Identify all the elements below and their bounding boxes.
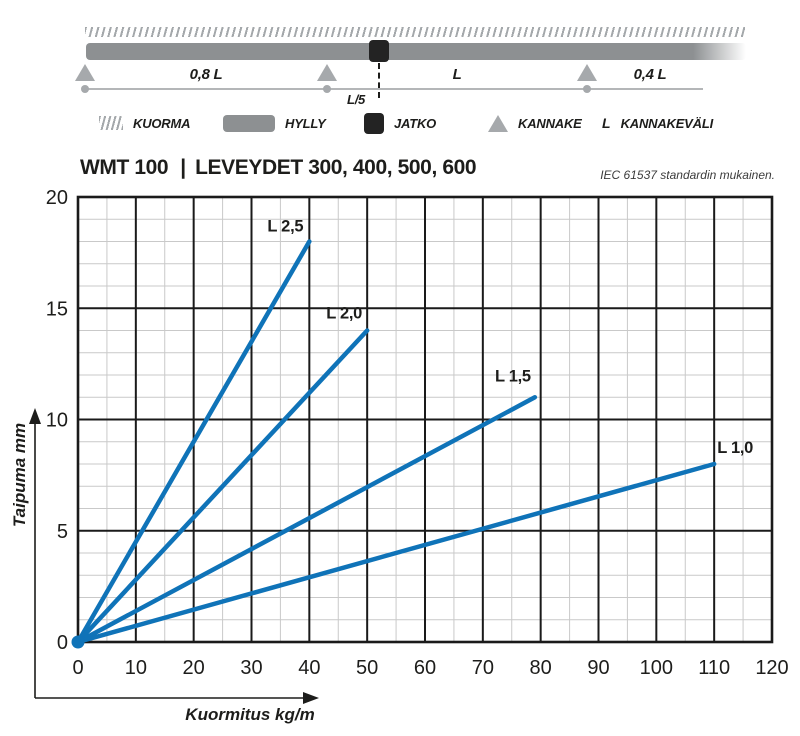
origin-dot xyxy=(71,635,85,649)
y-tick-label: 0 xyxy=(57,632,68,654)
axis-arrows xyxy=(34,421,306,699)
legend-label: KUORMA xyxy=(133,115,191,131)
x-tick-label: 20 xyxy=(183,657,205,679)
joint-dashed-line xyxy=(378,63,380,98)
series-line xyxy=(75,239,312,645)
joint-square-icon xyxy=(369,40,389,62)
load-hatch-icon xyxy=(99,116,123,130)
joint-square-icon xyxy=(364,112,384,134)
y-tick-labels: 0 5 10 15 20 xyxy=(46,187,68,654)
deflection-chart: L 2,5 L 2,0 L 1,5 L 1,0 0 10 20 30 40 50 60 70 80 90… xyxy=(0,187,800,736)
x-axis-arrowhead-icon xyxy=(303,692,319,704)
series-label: L 1,5 xyxy=(495,367,531,385)
series-label: L 2,5 xyxy=(267,218,303,236)
x-tick-label: 80 xyxy=(530,657,552,679)
x-tick-label: 50 xyxy=(356,657,378,679)
x-tick-label: 30 xyxy=(240,657,262,679)
support-triangle-icon xyxy=(577,64,597,81)
load-hatch-icon xyxy=(85,27,745,37)
span-label-left: 0,8 L xyxy=(189,66,223,83)
product-title: WMT 100 xyxy=(80,156,169,179)
dimension-dot-icon xyxy=(583,85,591,93)
x-tick-label: 90 xyxy=(587,657,609,679)
x-tick-label: 110 xyxy=(698,657,730,679)
series-line xyxy=(75,328,370,645)
legend-item-kannake: KANNAKE xyxy=(488,108,582,138)
legend: KUORMA HYLLY JATKO KANNAKE L KANNAKEVÄLI xyxy=(0,108,800,140)
span-label-right: 0,4 L xyxy=(633,66,667,83)
y-axis-title: Taipuma mm xyxy=(10,423,29,527)
x-tick-labels: 0 10 20 30 40 50 60 70 80 90 100 110 120 xyxy=(72,657,788,679)
y-tick-label: 15 xyxy=(46,298,68,320)
shelf-bar xyxy=(86,43,746,60)
legend-item-kannakevali: L KANNAKEVÄLI xyxy=(602,108,713,138)
x-axis-title: Kuormitus kg/m xyxy=(185,705,314,724)
legend-label: HYLLY xyxy=(285,115,326,131)
x-tick-label: 120 xyxy=(755,657,788,679)
support-triangle-icon xyxy=(75,64,95,81)
standard-note: IEC 61537 standardin mukainen. xyxy=(600,168,775,182)
support-triangle-icon xyxy=(317,64,337,81)
title-bar: WMT 100 | LEVEYDET 300, 400, 500, 600 IE… xyxy=(80,156,775,184)
x-tick-label: 10 xyxy=(125,657,147,679)
x-tick-label: 0 xyxy=(72,657,83,679)
x-tick-label: 40 xyxy=(298,657,320,679)
support-triangle-icon xyxy=(488,114,508,132)
plot-border xyxy=(76,195,774,644)
legend-label: KANNAKE xyxy=(518,115,582,131)
y-tick-label: 20 xyxy=(46,190,68,209)
y-tick-label: 10 xyxy=(46,410,68,432)
series-label: L 2,0 xyxy=(326,305,362,323)
shelf-bar-icon xyxy=(223,114,275,132)
title-separator: | xyxy=(180,156,187,179)
series-lines xyxy=(75,239,717,645)
span-label-mid: L xyxy=(452,66,462,83)
legend-item-hylly: HYLLY xyxy=(223,108,326,138)
series-labels: L 2,5 L 2,0 L 1,5 L 1,0 xyxy=(267,218,753,458)
grid-major xyxy=(78,197,772,642)
x-tick-label: 60 xyxy=(414,657,436,679)
widths-subtitle: LEVEYDET 300, 400, 500, 600 xyxy=(195,156,477,179)
series-label: L 1,0 xyxy=(717,439,753,457)
dimension-line xyxy=(85,88,703,90)
legend-item-kuorma: KUORMA xyxy=(99,108,190,138)
letter-L-symbol: L xyxy=(602,115,611,131)
legend-label: KANNAKEVÄLI xyxy=(620,115,714,131)
y-tick-label: 5 xyxy=(57,521,68,543)
y-axis-arrowhead-icon xyxy=(29,408,41,424)
dimension-dot-icon xyxy=(323,85,331,93)
x-tick-label: 70 xyxy=(472,657,494,679)
dimension-dot-icon xyxy=(81,85,89,93)
series-line xyxy=(75,395,538,645)
legend-item-jatko: JATKO xyxy=(364,108,436,138)
joint-offset-label: L/5 xyxy=(347,92,365,107)
series-line xyxy=(75,461,717,645)
legend-label: JATKO xyxy=(394,115,437,131)
x-tick-label: 100 xyxy=(640,657,673,679)
chart-canvas: L 2,5L 2,0L 1,5L 1,0 0 10 20 30 40 50 60 70 80 90… xyxy=(10,187,789,724)
